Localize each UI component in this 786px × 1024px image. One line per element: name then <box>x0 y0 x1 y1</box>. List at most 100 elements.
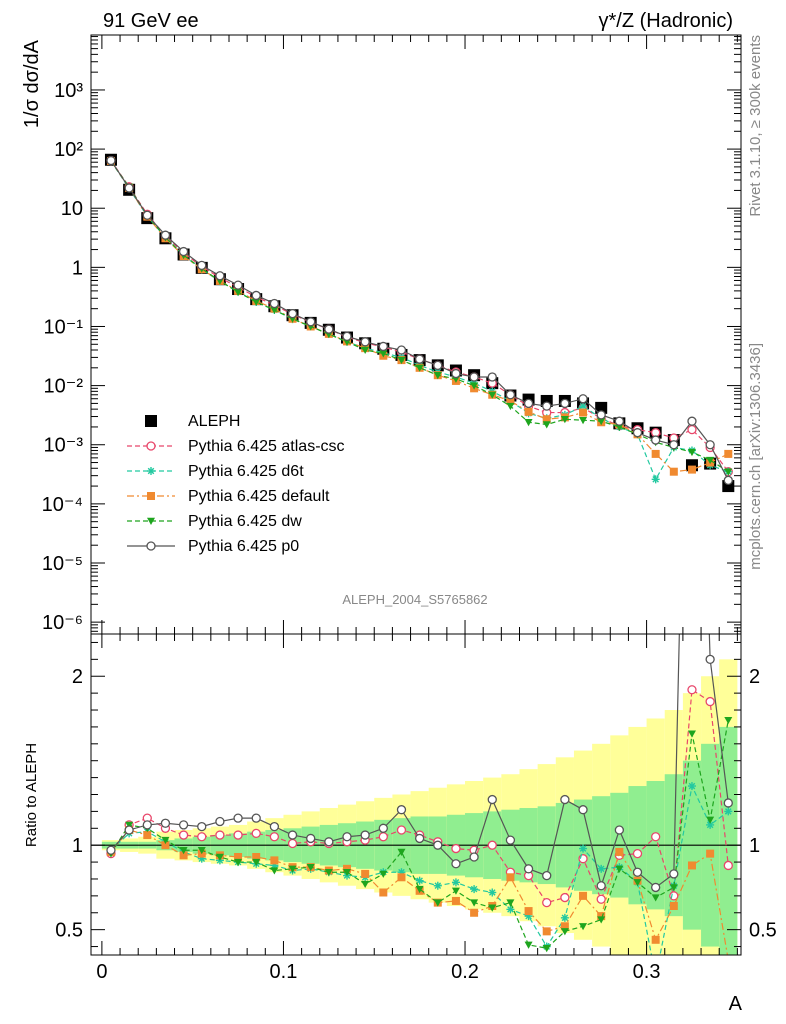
series-pythia-6-425-p0-point <box>433 360 443 371</box>
series-pythia-6-425-dw-point <box>415 364 424 372</box>
ratio-series-pythia-6-425-p0-point <box>505 835 516 845</box>
legend-entry-pythia-6-425-d6t-marker <box>147 467 155 475</box>
series-pythia-6-425-d6t-point <box>651 475 660 484</box>
ratio-y-axis-label: Ratio to ALEPH <box>23 743 40 847</box>
series-pythia-6-425-p0-point <box>306 317 316 327</box>
legend-entry-aleph-marker <box>145 415 157 427</box>
ratio-series-pythia-6-425-dw-point <box>270 867 279 875</box>
ratio-series-pythia-6-425-dw-line <box>110 720 729 949</box>
series-pythia-6-425-default-point <box>542 415 551 424</box>
ratio-series-pythia-6-425-p0-point <box>178 820 189 830</box>
ratio-series-pythia-6-425-default-point <box>470 908 479 917</box>
series-pythia-6-425-p0-point <box>396 345 407 355</box>
ratio-series-pythia-6-425-dw-point <box>324 869 333 877</box>
rivet-label: Rivet 3.1.10, ≥ 300k events <box>747 35 764 217</box>
ratio-series-pythia-6-425-atlas-csc-point <box>197 832 207 842</box>
ratio-series-pythia-6-425-p0-point <box>306 833 316 844</box>
series-pythia-6-425-dw-point <box>234 288 243 297</box>
ratio-series-pythia-6-425-atlas-csc-line <box>110 688 729 904</box>
ratio-series-pythia-6-425-dw-point <box>234 858 243 867</box>
series-pythia-6-425-dw-point <box>379 350 388 358</box>
ratio-series-pythia-6-425-dw-point <box>633 879 642 887</box>
ratio-series-pythia-6-425-dw-point <box>506 899 515 907</box>
ratio-series-pythia-6-425-p0-point <box>542 870 552 881</box>
ratio-series-pythia-6-425-dw-point <box>651 894 660 902</box>
series-pythia-6-425-p0-point <box>451 368 461 379</box>
ratio-series-pythia-6-425-dw-point <box>470 899 479 907</box>
ratio-series-pythia-6-425-default-point <box>615 847 624 856</box>
series-pythia-6-425-dw-point <box>524 419 533 427</box>
ratio-series-pythia-6-425-d6t-point <box>579 844 588 853</box>
y-tick-label: 10⁻¹ <box>44 316 84 338</box>
series-pythia-6-425-p0-point <box>487 372 497 382</box>
ratio-series-pythia-6-425-d6t-point-stroke <box>488 889 496 896</box>
ratio-series-pythia-6-425-p0-point <box>523 864 534 874</box>
ratio-series-pythia-6-425-dw-point <box>433 899 442 907</box>
series-pythia-6-425-p0-point <box>360 337 370 347</box>
ratio-series-pythia-6-425-d6t-point-stroke <box>470 885 478 893</box>
ratio-series-pythia-6-425-dw-point <box>488 904 497 912</box>
ratio-series-pythia-6-425-default-point <box>579 891 588 900</box>
series-pythia-6-425-p0-point <box>578 394 588 404</box>
ratio-series-pythia-6-425-d6t-point <box>451 878 460 887</box>
ratio-series-pythia-6-425-atlas-csc-point <box>269 832 280 842</box>
analysis-watermark: ALEPH_2004_S5765862 <box>342 592 487 607</box>
ratio-series-pythia-6-425-dw-point <box>397 848 406 856</box>
series-pythia-6-425-dw-point <box>506 402 515 411</box>
series-pythia-6-425-p0-point <box>596 410 606 420</box>
series-pythia-6-425-p0-point <box>687 416 697 426</box>
series-pythia-6-425-p0-point <box>106 155 116 166</box>
series-pythia-6-425-p0-point <box>160 230 171 240</box>
ratio-series-pythia-6-425-default-point <box>506 873 515 882</box>
legend-entry-pythia-6-425-d6t-marker-stroke <box>147 467 155 475</box>
y-tick-label: 10 <box>61 198 83 220</box>
series-pythia-6-425-default-point <box>506 396 515 405</box>
ratio-series-pythia-6-425-p0-point <box>378 823 388 833</box>
ratio-series-pythia-6-425-default-point <box>379 888 388 897</box>
mcplots-label: mcplots.cern.ch [arXiv:1306.3436] <box>747 343 764 570</box>
ratio-series-pythia-6-425-d6t-point-stroke <box>416 877 423 884</box>
series-pythia-6-425-p0-point <box>215 271 225 281</box>
series-pythia-6-425-dw-point <box>560 416 569 424</box>
ratio-series-pythia-6-425-dw-point <box>451 887 460 895</box>
series-pythia-6-425-dw-line <box>110 161 729 473</box>
ratio-y-tick-label: 0.5 <box>55 920 83 942</box>
ratio-series-pythia-6-425-dw-point <box>415 885 424 894</box>
ratio-series-pythia-6-425-d6t-point <box>470 885 479 894</box>
series-pythia-6-425-dw-point <box>597 418 606 426</box>
ratio-series-pythia-6-425-atlas-csc-point <box>451 843 461 854</box>
ratio-series-pythia-6-425-dw-point <box>687 730 696 738</box>
series-pythia-6-425-dw-point <box>615 423 624 431</box>
ratio-series-pythia-6-425-d6t-point <box>597 864 606 873</box>
series-pythia-6-425-p0-point <box>651 435 661 445</box>
series-pythia-6-425-d6t-point-stroke <box>579 402 587 410</box>
ratio-series-pythia-6-425-dw-point <box>197 847 206 855</box>
ratio-series-pythia-6-425-d6t-point-stroke <box>452 879 460 886</box>
ratio-series-pythia-6-425-p0-point <box>360 830 370 840</box>
series-pythia-6-425-default-point <box>669 467 678 476</box>
ratio-series-pythia-6-425-default-point <box>524 907 533 916</box>
series-pythia-6-425-p0-point <box>669 440 679 450</box>
ratio-series-pythia-6-425-dw-point <box>597 916 606 924</box>
ratio-series-pythia-6-425-p0-point <box>396 805 407 815</box>
series-pythia-6-425-default-point <box>687 465 696 474</box>
legend: ALEPH Pythia 6.425 atlas-csc Pythia 6.425 … <box>127 413 345 555</box>
series-pythia-6-425-p0-point <box>414 354 425 364</box>
ratio-y-tick-label: 0.5 <box>749 920 777 942</box>
ratio-series-pythia-6-425-p0-point <box>197 821 207 832</box>
y-tick-label: 10² <box>54 139 83 161</box>
ratio-series-pythia-6-425-p0-point <box>705 654 715 664</box>
series-pythia-6-425-p0-point <box>542 401 552 411</box>
ratio-series-pythia-6-425-atlas-csc-point <box>723 860 733 871</box>
ratio-series-pythia-6-425-atlas-csc-point <box>233 830 243 840</box>
series-pythia-6-425-default-point <box>651 449 660 458</box>
ratio-stat-uncertainty-band <box>719 726 738 955</box>
ratio-series-pythia-6-425-default-point <box>451 896 460 905</box>
header-right: γ*/Z (Hadronic) <box>599 10 733 32</box>
series-pythia-6-425-p0-point <box>287 308 298 319</box>
series-pythia-6-425-dw-point <box>270 306 279 314</box>
ratio-y-tick-label: 2 <box>72 666 83 688</box>
ratio-series-pythia-6-425-default-point <box>270 856 279 865</box>
ratio-y-tick-label: 1 <box>72 835 83 857</box>
ratio-series-pythia-6-425-default-point <box>542 927 551 936</box>
